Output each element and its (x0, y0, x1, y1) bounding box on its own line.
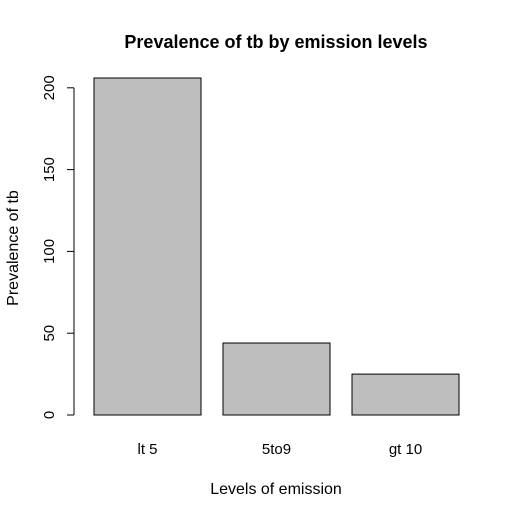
bar-lt-5 (93, 77, 202, 416)
bar-gt-10 (351, 373, 460, 416)
x-tick-label-gt-10: gt 10 (389, 441, 422, 458)
x-ticks-layer: lt 5 5to9 gt 10 (137, 441, 422, 458)
y-axis: 0 50 100 150 200 (41, 75, 75, 419)
x-axis-label: Levels of emission (210, 481, 342, 498)
y-tick-label-0: 0 (41, 411, 58, 419)
y-tick-label-50: 50 (41, 325, 58, 342)
y-tick-label-200: 200 (41, 75, 58, 100)
bars-layer (93, 77, 460, 416)
bar-5to9 (222, 342, 331, 416)
x-tick-label-5to9: 5to9 (262, 441, 291, 458)
y-axis-label: Prevalence of tb (5, 190, 22, 306)
chart-title: Prevalence of tb by emission levels (124, 32, 427, 52)
x-tick-label-lt-5: lt 5 (137, 441, 157, 458)
y-tick-label-150: 150 (41, 157, 58, 182)
y-tick-label-100: 100 (41, 239, 58, 264)
